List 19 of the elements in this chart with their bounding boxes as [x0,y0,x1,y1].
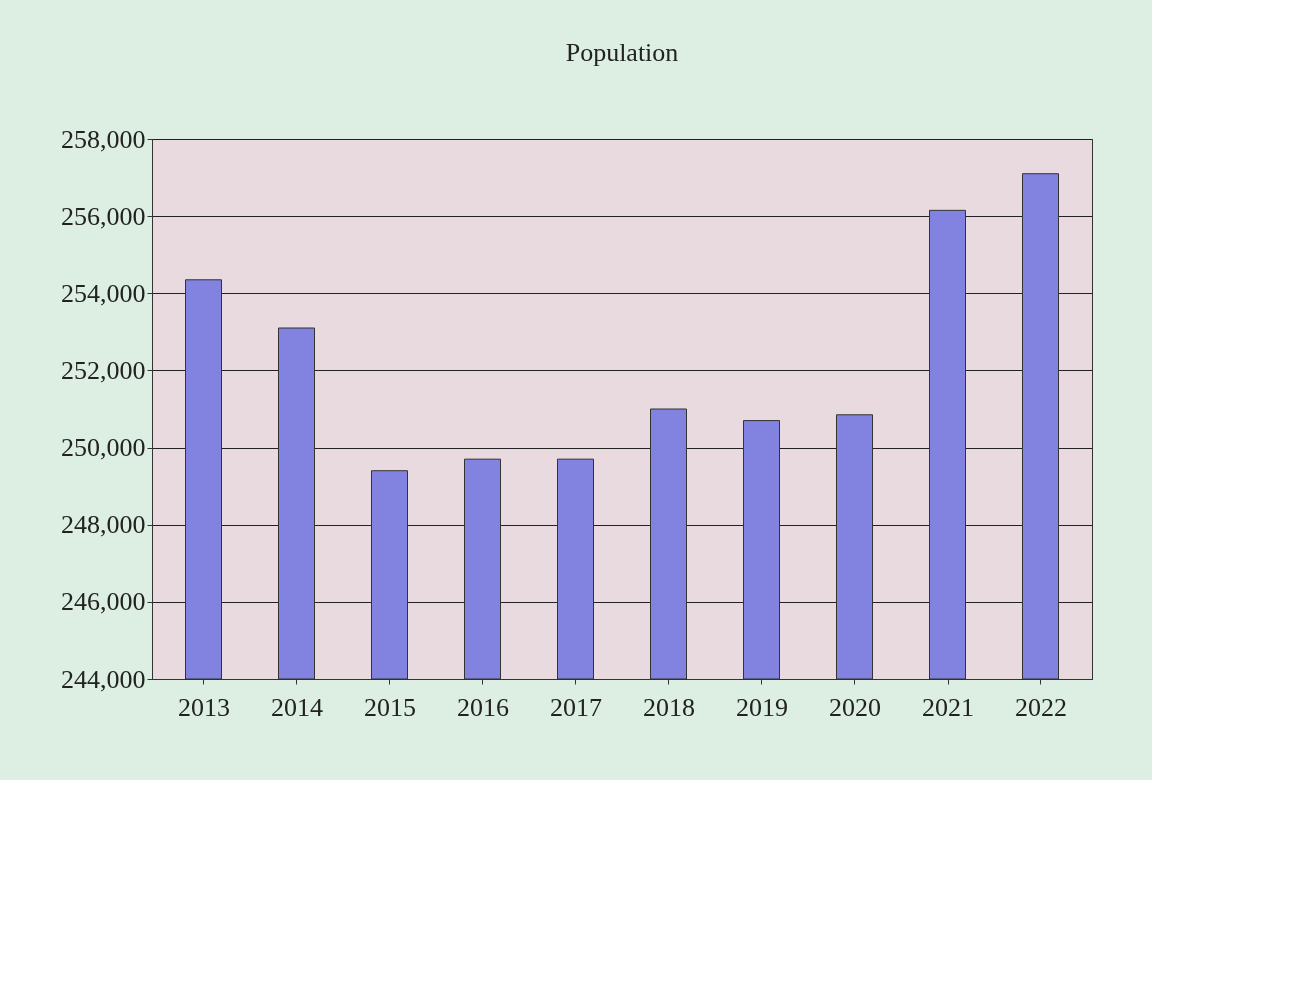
x-tick-label: 2017 [550,692,602,722]
y-tick-label: 258,000 [61,124,146,154]
x-tick-label: 2020 [829,692,881,722]
y-tick-label: 254,000 [61,278,146,308]
x-tick-label: 2022 [1015,692,1067,722]
x-tick-label: 2015 [364,692,416,722]
x-tick-label: 2021 [922,692,974,722]
x-tick-label: 2018 [643,692,695,722]
y-tick-label: 248,000 [61,510,146,540]
y-tick-label: 244,000 [61,664,146,694]
y-tick-label: 252,000 [61,355,146,385]
y-tick-label: 246,000 [61,587,146,617]
x-tick-label: 2013 [178,692,230,722]
x-tick-label: 2019 [736,692,788,722]
chart-title: Population [565,38,679,67]
y-tick-label: 256,000 [61,201,146,231]
x-tick-label: 2016 [457,692,509,722]
x-tick-label: 2014 [271,692,323,722]
y-tick-label: 250,000 [61,433,146,463]
